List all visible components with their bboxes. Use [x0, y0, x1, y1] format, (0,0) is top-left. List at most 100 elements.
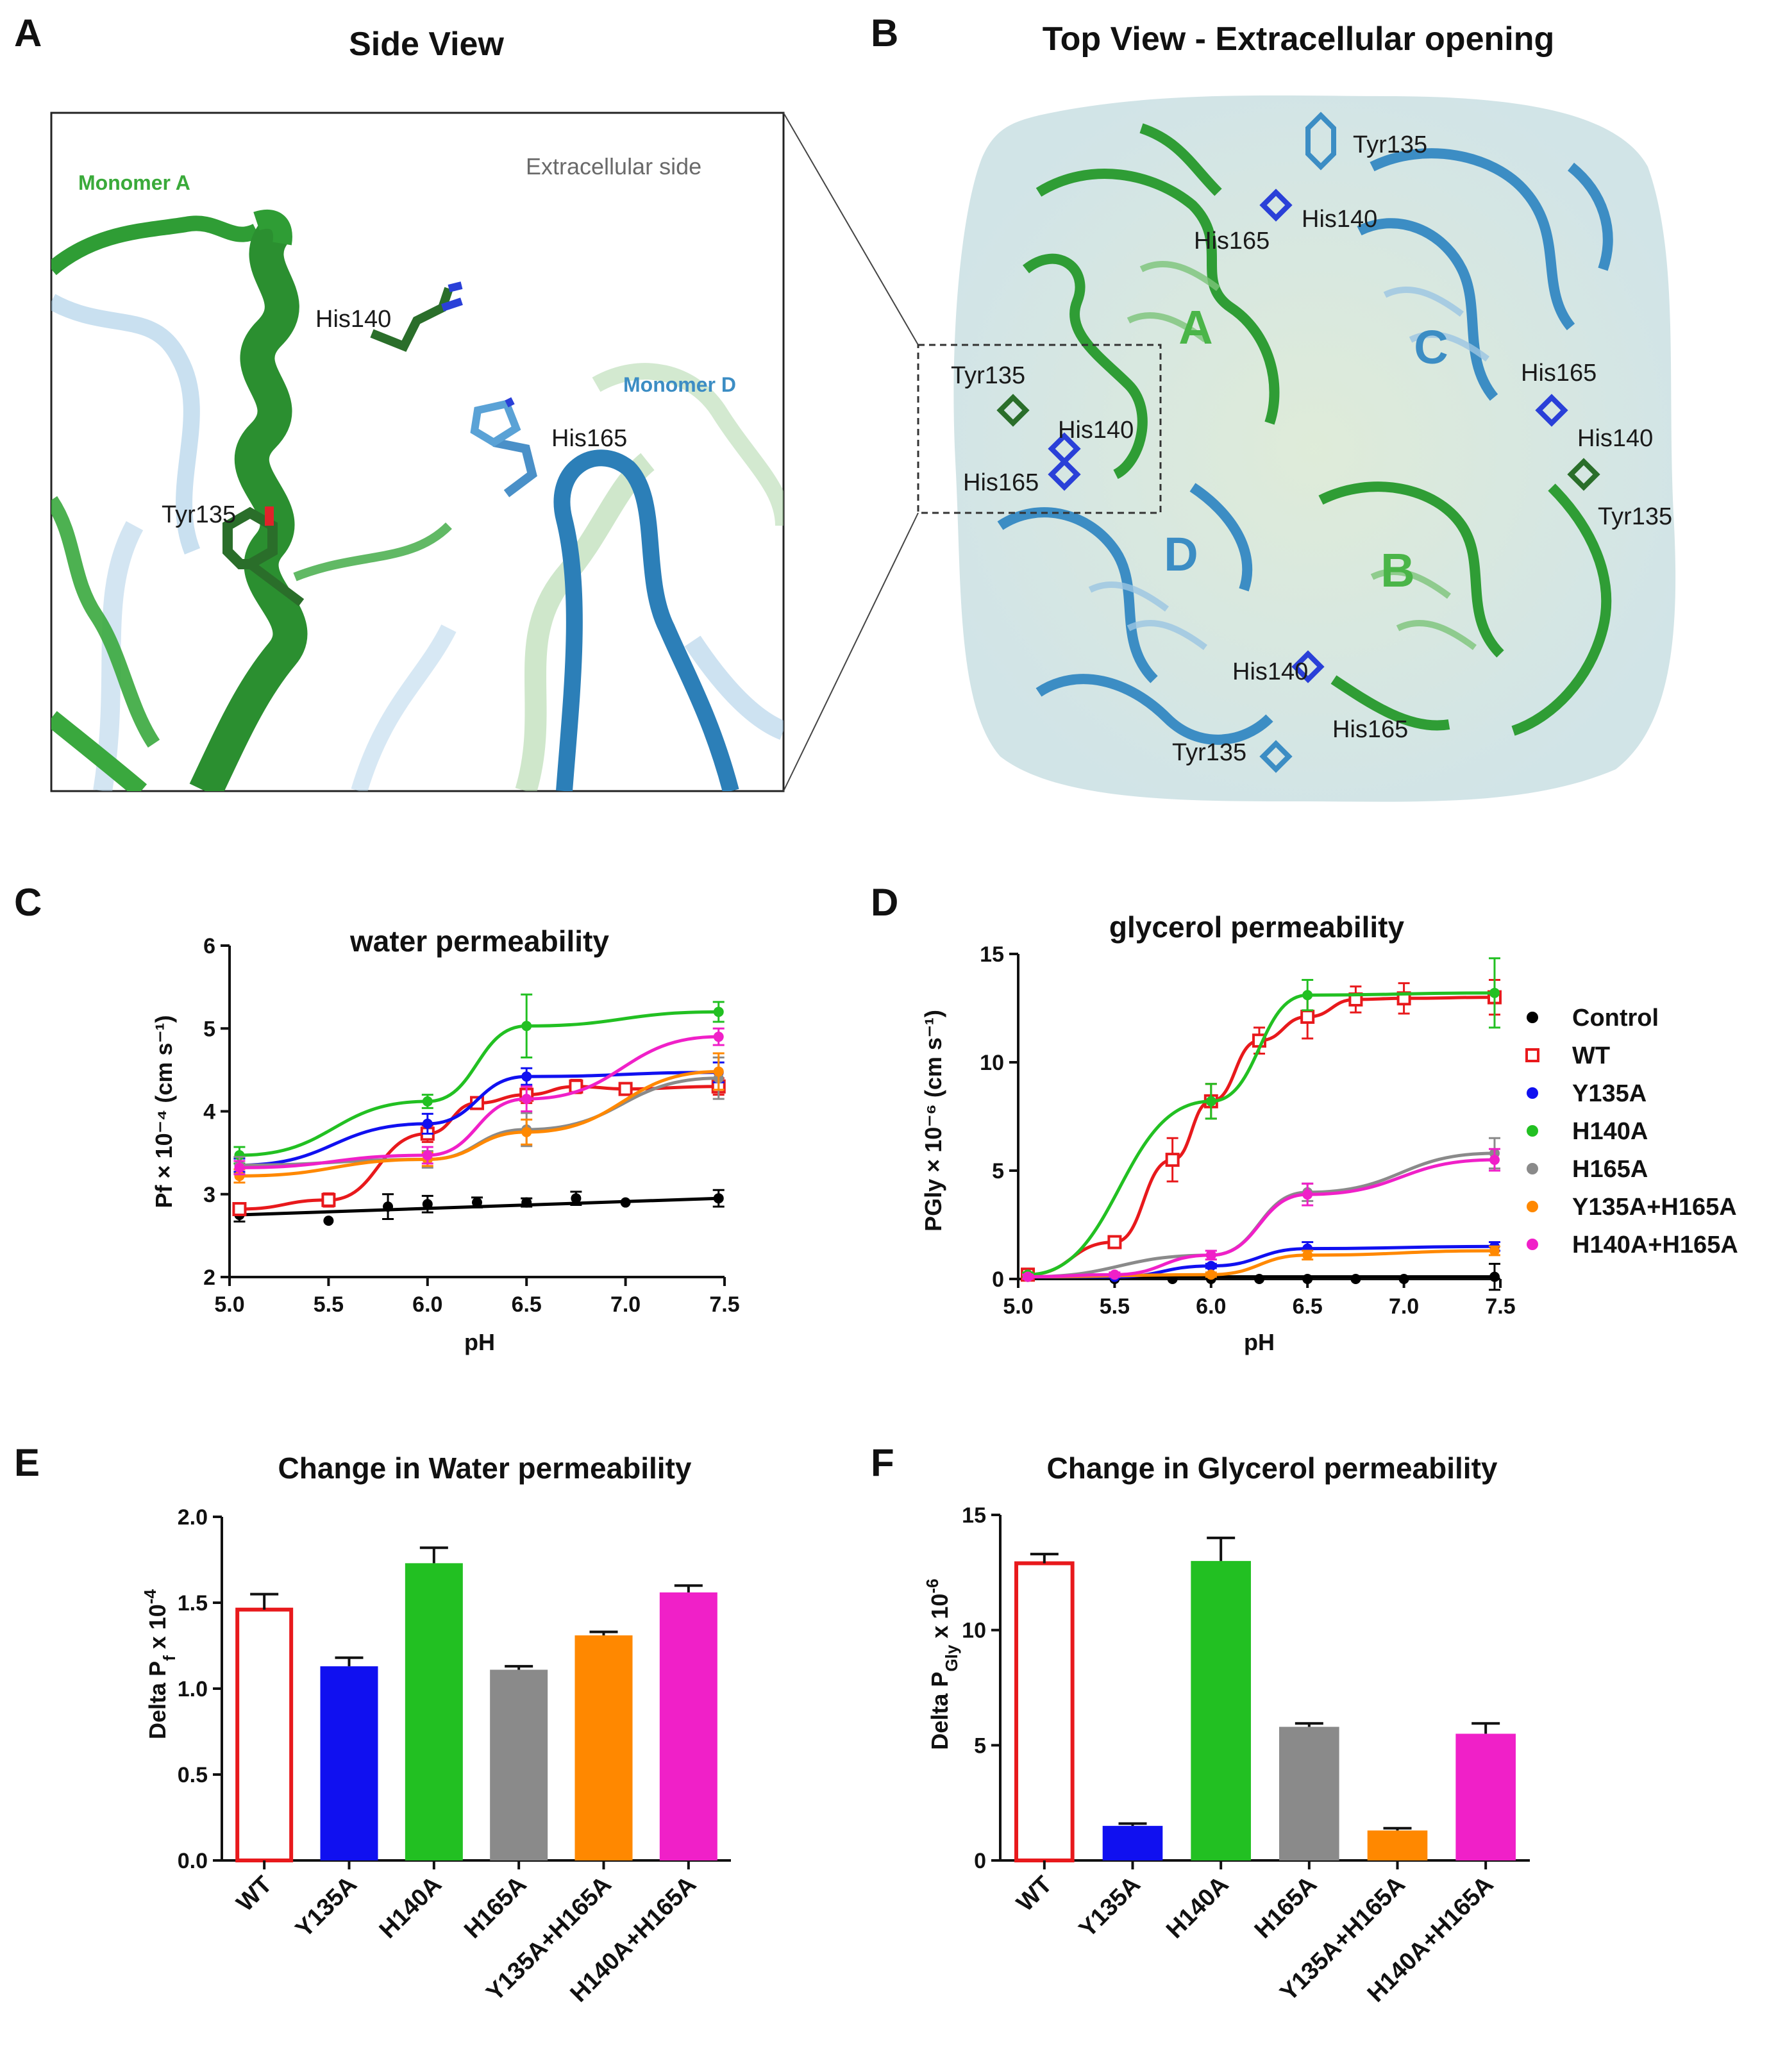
y-tick-label: 0.5 — [178, 1763, 208, 1787]
y-tick-label: 10 — [980, 1051, 1004, 1075]
chart-f-ylabel-sub: Gly — [942, 1644, 961, 1671]
panel-letter-e: E — [14, 1441, 40, 1484]
data-point — [521, 1071, 532, 1082]
fit-curve-wt — [1028, 996, 1495, 1276]
data-point — [1489, 1155, 1500, 1166]
data-point — [470, 1096, 484, 1110]
data-point — [321, 1192, 336, 1207]
data-point — [713, 1007, 724, 1017]
label-his140-top: His140 — [1302, 206, 1377, 233]
x-tick-label: 6.0 — [1196, 1294, 1226, 1319]
data-point — [571, 1193, 582, 1204]
bar — [659, 1592, 717, 1860]
chart-c-plot: 2 3 4 5 6 5.0 5.5 6.0 6.5 7.0 7.5 — [203, 934, 740, 1317]
label-his165-left: His165 — [963, 469, 1039, 496]
legend-marker — [1527, 1087, 1538, 1099]
data-point — [620, 1197, 631, 1208]
subunit-label-d: D — [1164, 528, 1198, 581]
y-tick-label: 10 — [962, 1619, 986, 1643]
zoom-line-bottom — [783, 512, 919, 792]
x-tick-label: 5.0 — [214, 1292, 244, 1317]
y-tick-label: 0 — [992, 1267, 1004, 1292]
panel-letter-f: F — [871, 1441, 894, 1484]
x-category-label: H165A — [459, 1871, 532, 1944]
data-point — [713, 1032, 724, 1042]
chart-e-ylabel-tail: x 10 — [144, 1604, 171, 1655]
data-point — [1254, 1274, 1264, 1284]
chart-f-ylabel-sup: -6 — [923, 1578, 942, 1593]
y-tick-label: 5 — [203, 1017, 215, 1041]
label-his165-side: His165 — [551, 425, 627, 452]
panel-letter-a: A — [14, 12, 42, 54]
x-category-label: H140A — [1161, 1871, 1234, 1944]
label-his140-right: His140 — [1577, 425, 1653, 452]
data-point — [1109, 1269, 1120, 1280]
panel-letter-c: C — [14, 881, 42, 924]
x-tick-label: 7.0 — [1389, 1294, 1419, 1319]
x-tick-label: 7.5 — [709, 1292, 739, 1317]
x-tick-label: 7.5 — [1485, 1294, 1515, 1319]
y-tick-label: 1.0 — [178, 1677, 208, 1701]
bar — [405, 1563, 463, 1860]
x-tick-label: 5.5 — [1100, 1294, 1130, 1319]
chart-d-title: glycerol permeability — [1109, 910, 1405, 944]
data-point — [1205, 1269, 1216, 1280]
label-his165-top: His165 — [1194, 228, 1270, 255]
data-point — [1205, 1249, 1216, 1260]
bar — [1455, 1734, 1516, 1860]
legend-marker — [1527, 1012, 1538, 1023]
fit-curve-y135a-h165a — [1028, 1249, 1495, 1279]
bar — [1102, 1826, 1163, 1860]
legend-label: Control — [1572, 1005, 1659, 1032]
x-category-label: H140A — [374, 1871, 447, 1944]
data-point — [713, 1193, 724, 1204]
data-point — [1489, 987, 1500, 998]
data-point — [1023, 1271, 1034, 1282]
x-tick-label: 7.0 — [610, 1292, 641, 1317]
chart-e-title: Change in Water permeability — [278, 1451, 692, 1485]
data-point — [1302, 1274, 1313, 1284]
label-extracellular-side: Extracellular side — [526, 153, 701, 180]
panel-a-title: Side View — [349, 26, 504, 63]
data-point — [323, 1216, 334, 1226]
panel-d: D glycerol permeability 0 5 10 15 5.0 5.5 6.0 6… — [871, 881, 1738, 1355]
data-point — [618, 1082, 633, 1096]
label-tyr135-right: Tyr135 — [1598, 503, 1672, 530]
y-tick-label: 4 — [203, 1100, 215, 1124]
legend-marker — [1525, 1048, 1539, 1062]
label-monomer-d: Monomer D — [623, 373, 736, 396]
y-tick-label: 3 — [203, 1183, 215, 1207]
x-tick-label: 6.5 — [512, 1292, 542, 1317]
legend-label: Y135A — [1572, 1080, 1647, 1107]
subunit-label-b: B — [1380, 544, 1414, 597]
fit-curve-h140a-h165a — [239, 1035, 719, 1169]
fit-curve-h140a-h165a — [1028, 1158, 1495, 1279]
data-point — [234, 1162, 245, 1173]
y-tick-label: 15 — [980, 942, 1004, 967]
data-point — [521, 1021, 532, 1032]
data-point — [422, 1096, 433, 1107]
bar — [574, 1635, 633, 1860]
legend-label: Y135A+H165A — [1572, 1194, 1737, 1221]
legend-marker — [1527, 1201, 1538, 1212]
label-his140-left: His140 — [1058, 417, 1134, 444]
chart-c-title: water permeability — [349, 924, 609, 958]
legend-label: WT — [1572, 1042, 1610, 1069]
data-point — [1302, 1189, 1313, 1200]
chart-e-plot: 0.00.51.01.52.0WT Y135A H140A H165AY135A+H1… — [178, 1505, 731, 2007]
legend-marker — [1527, 1163, 1538, 1174]
data-point — [422, 1199, 433, 1210]
fit-curve-y135a — [239, 1071, 719, 1167]
data-point — [383, 1201, 394, 1212]
bar — [490, 1669, 548, 1860]
chart-d-plot: 0 5 10 15 5.0 5.5 6.0 6.5 7.0 7.5 — [980, 942, 1515, 1319]
fit-curve-y135a-h165a — [239, 1069, 719, 1178]
side-view-structure — [51, 209, 784, 791]
y-tick-label: 0 — [974, 1849, 986, 1873]
legend-label: H140A — [1572, 1118, 1648, 1145]
panel-letter-d: D — [871, 881, 898, 924]
chart-f-title: Change in Glycerol permeability — [1047, 1451, 1498, 1485]
data-point — [1489, 1246, 1500, 1257]
